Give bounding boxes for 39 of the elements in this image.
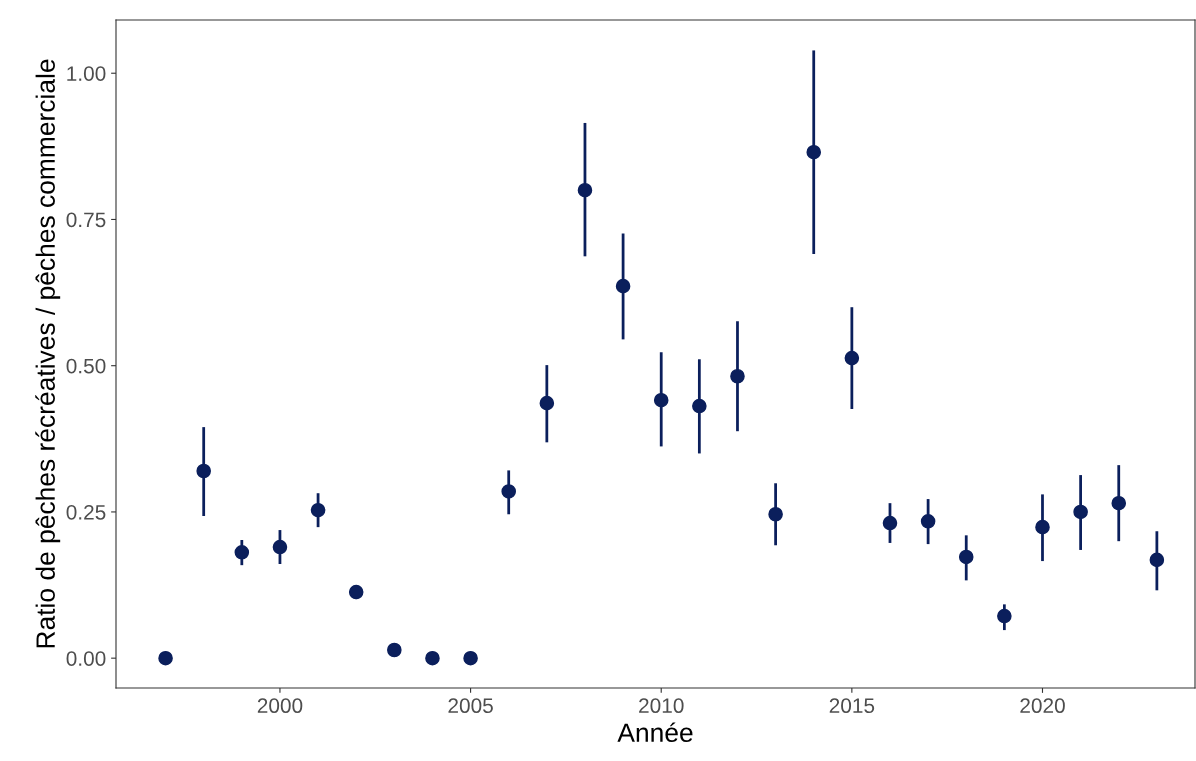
point [653, 392, 669, 408]
point [1111, 495, 1127, 511]
point [615, 278, 631, 294]
point [272, 539, 288, 555]
point [920, 514, 936, 529]
point [806, 144, 822, 160]
x-axis-title: Année [617, 722, 693, 743]
y-tick-label: 0.50 [66, 358, 106, 374]
point [730, 368, 745, 384]
point [882, 515, 898, 531]
x-tick-label: 2000 [257, 698, 303, 714]
x-tick-label: 2020 [1020, 698, 1065, 714]
point [310, 502, 326, 518]
point [196, 463, 211, 479]
point [463, 650, 478, 666]
x-tick-label: 2005 [448, 698, 493, 714]
point [692, 398, 707, 414]
point [1073, 504, 1088, 520]
point [1149, 552, 1165, 568]
y-tick-label: 0.25 [66, 504, 106, 520]
point [425, 650, 440, 666]
x-tick-label: 2010 [639, 698, 684, 714]
point [539, 395, 555, 411]
point [387, 642, 402, 658]
point [844, 350, 860, 366]
point [234, 545, 250, 560]
y-axis-title: Ratio de pêches récréatives / pêches commerciale [35, 59, 61, 648]
y-tick-label: 0.00 [66, 651, 106, 666]
point [158, 650, 173, 666]
point [348, 584, 364, 600]
x-tick-label: 2015 [829, 698, 875, 714]
y-tick-label: 0.75 [66, 212, 106, 228]
point [768, 506, 783, 522]
y-tick-label: 1.00 [67, 66, 106, 81]
point [997, 608, 1012, 624]
point [577, 182, 593, 198]
point [958, 549, 974, 565]
point [501, 484, 516, 499]
point [1035, 519, 1050, 535]
